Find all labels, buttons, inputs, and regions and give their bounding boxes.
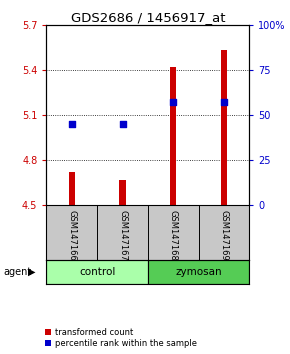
Text: zymosan: zymosan [175, 267, 222, 277]
Point [70, 121, 74, 127]
Text: GSM147166: GSM147166 [67, 210, 76, 261]
Bar [69, 172, 75, 205]
Bar [170, 67, 176, 205]
Text: GSM147169: GSM147169 [220, 210, 229, 260]
Bar [119, 179, 126, 205]
Point [222, 99, 226, 105]
Point [171, 99, 176, 105]
Bar [46, 260, 148, 285]
Title: GDS2686 / 1456917_at: GDS2686 / 1456917_at [71, 11, 225, 24]
Legend: transformed count, percentile rank within the sample: transformed count, percentile rank withi… [45, 327, 197, 348]
Text: GSM147167: GSM147167 [118, 210, 127, 261]
Text: ▶: ▶ [28, 267, 35, 277]
Bar [148, 260, 249, 285]
Bar [221, 50, 227, 205]
Text: GSM147168: GSM147168 [169, 210, 178, 261]
Text: agent: agent [3, 267, 31, 277]
Point [120, 121, 125, 127]
Text: control: control [79, 267, 115, 277]
